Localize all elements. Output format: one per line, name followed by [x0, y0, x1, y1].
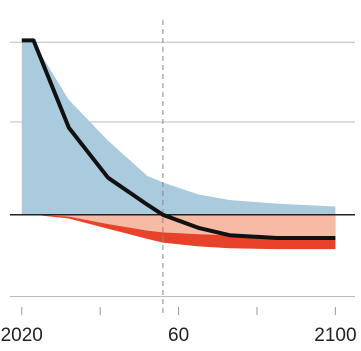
- x-tick-label: 2020: [1, 325, 43, 346]
- x-tick-label: 2100: [314, 325, 356, 346]
- x-tick-label: 60: [168, 325, 189, 346]
- line: [21, 38, 336, 241]
- area: [21, 214, 336, 237]
- area: [21, 42, 336, 215]
